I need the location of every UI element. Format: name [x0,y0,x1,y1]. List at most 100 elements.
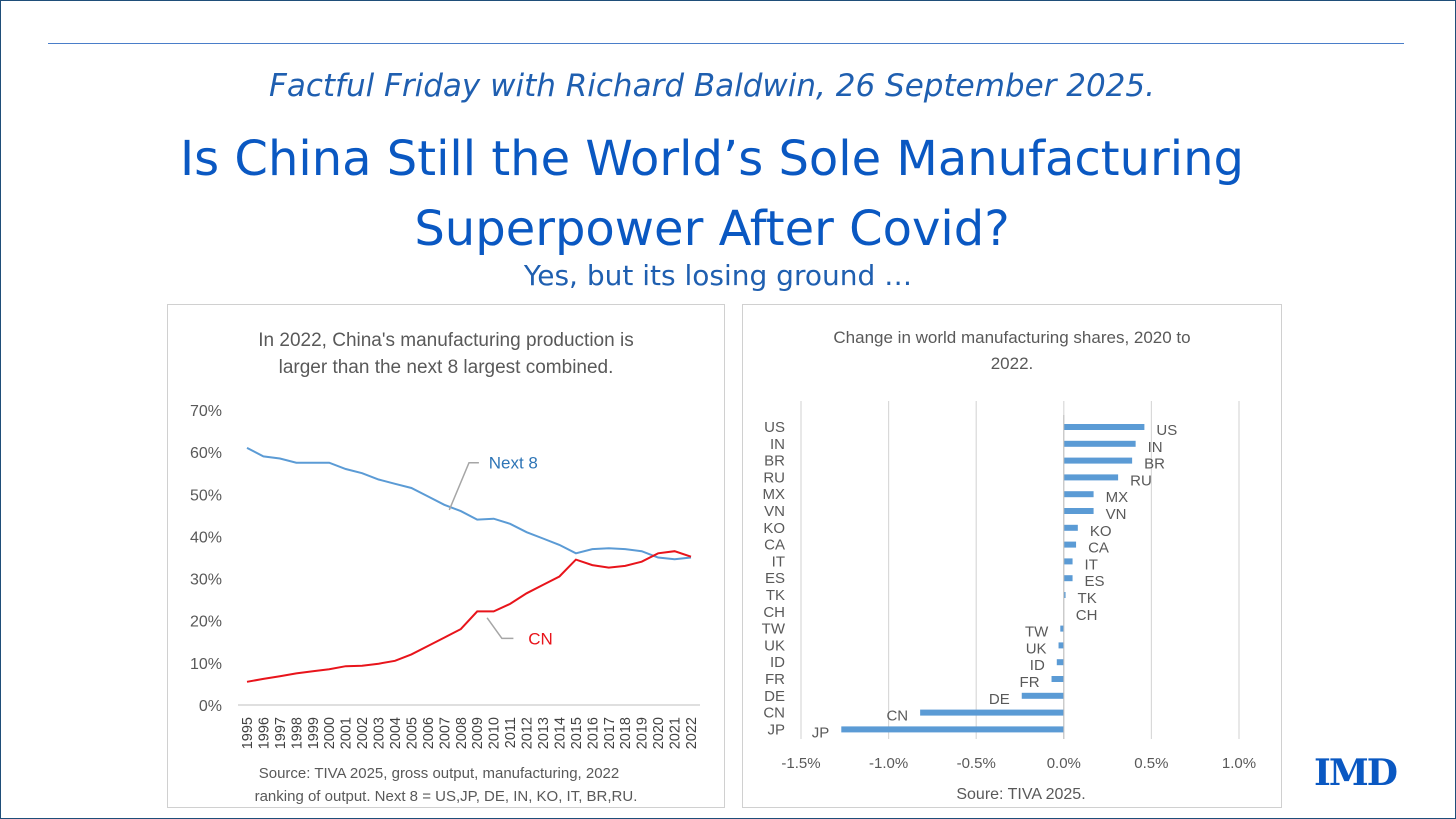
data-label: TK [1078,590,1097,607]
data-label: UK [1026,640,1047,657]
x-tick-label: 2018 [618,717,634,749]
bar [1021,692,1064,699]
x-tick-label: 0.5% [1134,755,1168,772]
x-tick-label: 2020 [651,717,667,749]
x-tick-label: 2013 [536,717,552,749]
x-tick-label: 2004 [388,717,404,749]
callout-next-8 [448,461,479,511]
category-label: CA [764,537,785,554]
imd-logo: IMD [1314,752,1398,794]
x-tick-label: 1996 [256,717,272,749]
subtitle: Yes, but its losing ground … [523,259,913,292]
y-tick-label: 70% [190,403,222,420]
x-tick-label: 2006 [421,717,437,749]
page-title: Is China Still the World’s Sole Manufact… [0,124,1424,264]
data-label: RU [1130,472,1152,489]
bar-chart: Change in world manufacturing shares, 20… [762,328,1256,803]
series-label-cn: CN [528,629,553,648]
data-label: MX [1106,489,1129,506]
category-label: KO [763,520,785,537]
data-label: TW [1025,624,1049,641]
x-tick-label: 2014 [552,717,568,749]
category-label: IT [772,553,785,570]
category-label: FR [765,671,785,688]
kicker: Factful Friday with Richard Baldwin, 26 … [269,68,1155,104]
category-label: RU [763,469,785,486]
bar [1051,676,1064,682]
x-tick-label: 1999 [306,717,322,749]
y-tick-label: 60% [190,445,222,462]
category-label: ID [770,654,785,671]
data-label: ID [1030,657,1045,674]
x-tick-label: 2000 [322,717,338,749]
bar-chart-title-2: 2022. [991,354,1034,373]
x-tick-label: 1995 [240,717,256,749]
x-tick-label: 2019 [635,717,651,749]
bar [1063,592,1066,598]
series-line-cn [246,550,692,683]
bar [1060,625,1064,632]
bar [920,709,1064,716]
data-label: JP [812,724,830,741]
x-tick-label: 2008 [454,717,470,749]
header-rule [48,43,1404,44]
data-label: DE [989,691,1010,708]
bar [1063,524,1078,531]
category-label: TK [766,587,785,604]
x-tick-label: -0.5% [957,755,996,772]
line-chart-source-2: ranking of output. Next 8 = US,JP, DE, I… [255,788,638,805]
data-label: KO [1090,523,1112,540]
x-tick-label: 2022 [684,717,700,749]
category-label: CN [763,705,785,722]
category-label: BR [764,453,785,470]
x-tick-label: -1.5% [781,755,820,772]
data-label: CN [886,708,908,725]
y-tick-label: 50% [190,487,222,504]
callout-cn [486,617,514,640]
data-label: FR [1020,674,1040,691]
title-line-2: Superpower After Covid? [414,201,1010,257]
data-label: US [1156,422,1177,439]
bar [1063,541,1077,548]
bar [1063,474,1119,481]
bar [1063,424,1145,430]
y-tick-label: 0% [199,698,222,715]
line-chart-source-1: Source: TIVA 2025, gross output, manufac… [259,765,620,782]
bar [841,726,1064,733]
data-label: CH [1076,607,1098,624]
y-tick-label: 20% [190,614,222,631]
category-label: JP [767,721,785,738]
x-tick-label: 0.0% [1047,755,1081,772]
x-tick-label: 2002 [355,717,371,749]
data-label: CA [1088,540,1109,557]
x-tick-label: 2010 [487,717,503,749]
bar [1063,491,1094,498]
category-label: MX [763,486,786,503]
x-tick-label: 1998 [289,717,305,749]
x-tick-label: 1997 [273,717,289,749]
bar [1058,642,1064,649]
data-label: BR [1144,456,1165,473]
category-label: VN [764,503,785,520]
x-tick-label: 2017 [602,717,618,749]
category-label: UK [764,637,785,654]
category-label: IN [770,436,785,453]
x-tick-label: 1.0% [1222,755,1256,772]
line-chart-title-1: In 2022, China's manufacturing productio… [258,330,633,351]
category-label: DE [764,688,785,705]
bar-chart-source: Soure: TIVA 2025. [956,786,1085,803]
series-label-next-8: Next 8 [489,454,538,473]
data-label: VN [1106,506,1127,523]
x-tick-label: 2012 [520,717,536,749]
x-tick-label: 2001 [339,717,355,749]
bar [1063,508,1094,514]
bar [1056,659,1064,666]
category-label: TW [762,621,786,638]
bar [1063,457,1133,464]
x-tick-label: 2005 [404,717,420,749]
line-chart-title-2: larger than the next 8 largest combined. [279,357,614,378]
category-label: US [764,419,785,436]
bar [1063,575,1073,582]
y-tick-label: 10% [190,656,222,673]
bar [1063,440,1136,447]
